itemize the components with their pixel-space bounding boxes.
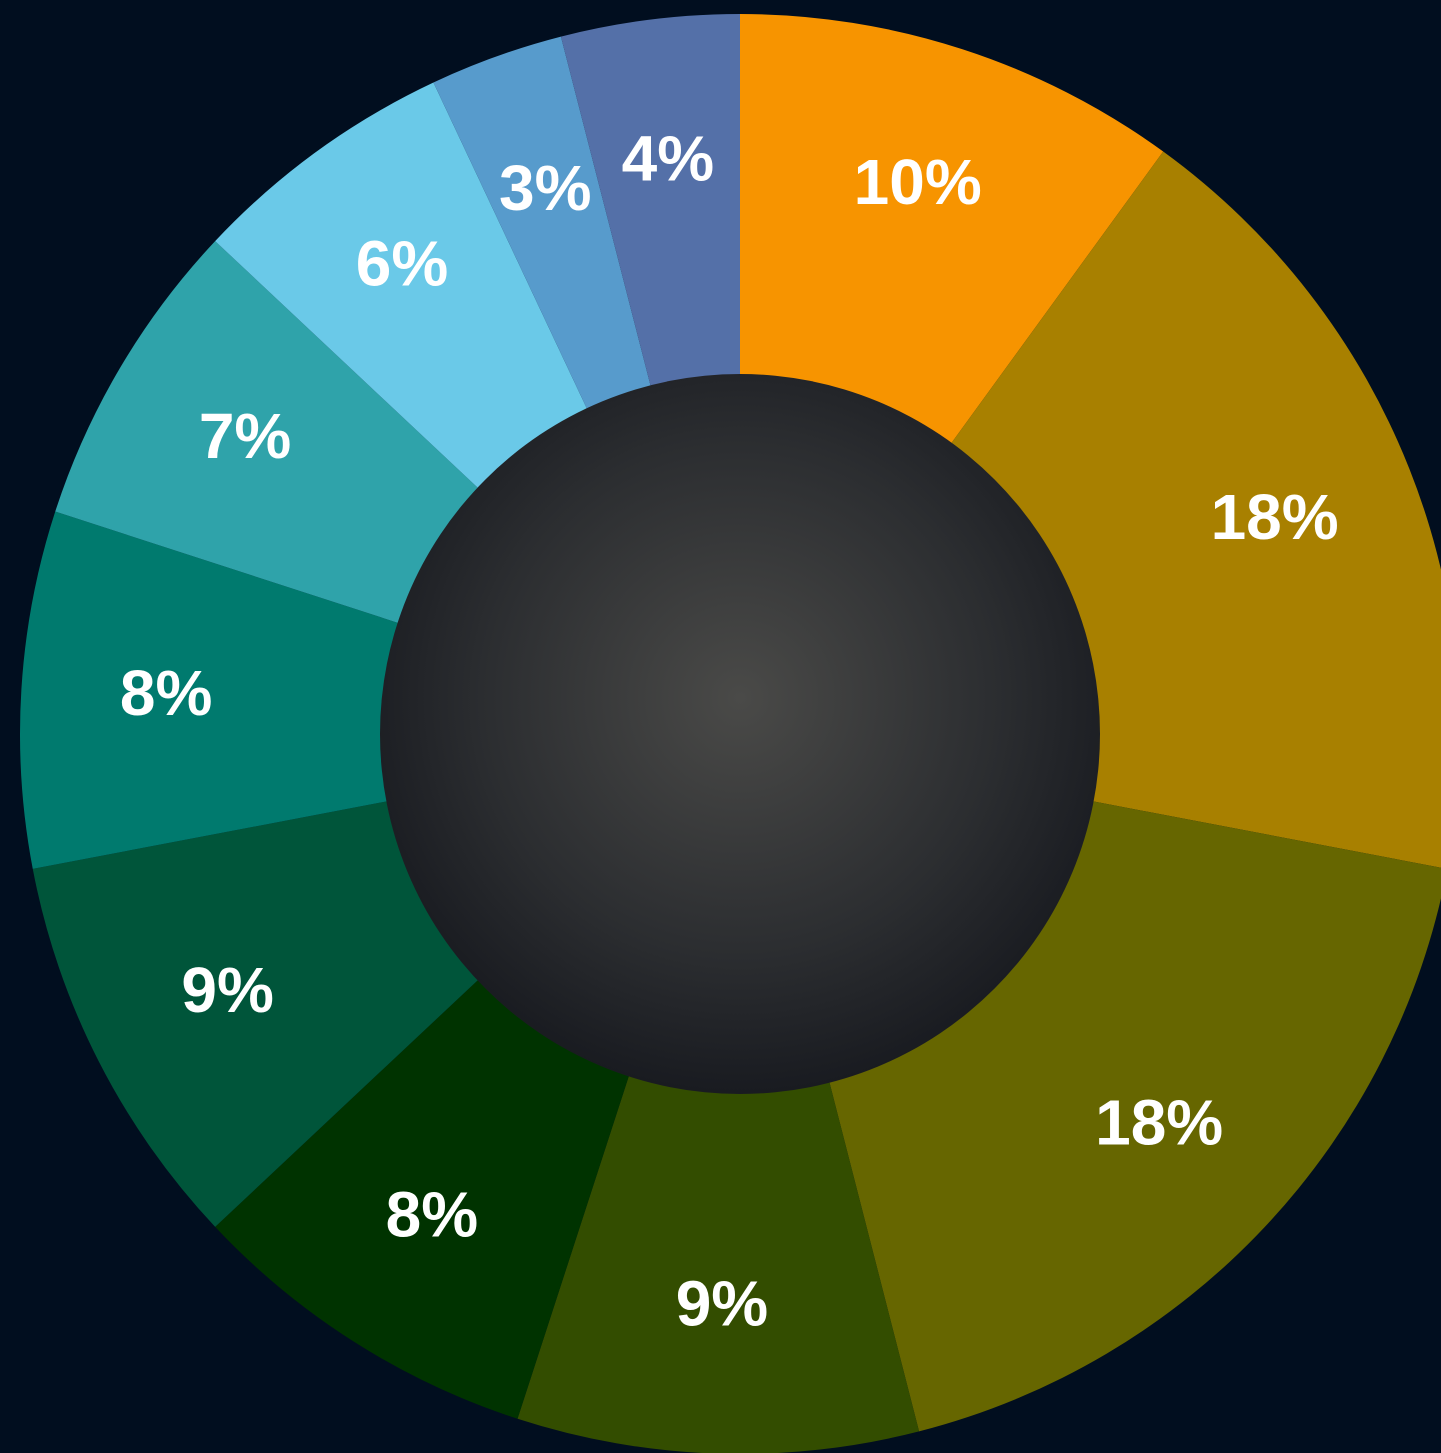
wedges [19, 14, 1441, 1453]
wedge [560, 14, 740, 387]
value-label: 18% [1095, 1087, 1223, 1159]
wedge [32, 801, 479, 1227]
wedge [829, 801, 1441, 1432]
value-label: 9% [181, 954, 274, 1026]
value-label: 6% [356, 228, 449, 300]
wedge [19, 511, 399, 869]
value-label: 7% [199, 400, 292, 472]
value-label: 18% [1211, 481, 1339, 553]
value-label: 8% [120, 657, 213, 729]
wedge [215, 82, 588, 489]
labels: 10% 18% 18% 9% 8% 9% 8% 7% 6% 3% 4% [120, 122, 1339, 1339]
value-label: 10% [854, 146, 982, 218]
value-label: 8% [386, 1178, 479, 1250]
wedge [517, 1075, 920, 1453]
value-label: 9% [676, 1268, 769, 1340]
wedge [951, 151, 1441, 868]
center-photo [380, 374, 1100, 1094]
wedge [215, 979, 630, 1419]
value-label: 4% [622, 122, 715, 194]
wedge [740, 14, 1164, 444]
wedge [55, 241, 479, 624]
value-label: 3% [499, 152, 592, 224]
wedge [433, 36, 651, 410]
